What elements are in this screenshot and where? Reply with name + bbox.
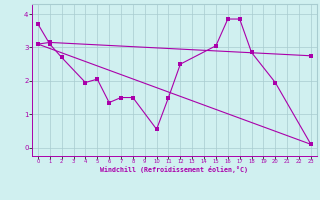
X-axis label: Windchill (Refroidissement éolien,°C): Windchill (Refroidissement éolien,°C) — [100, 166, 248, 173]
